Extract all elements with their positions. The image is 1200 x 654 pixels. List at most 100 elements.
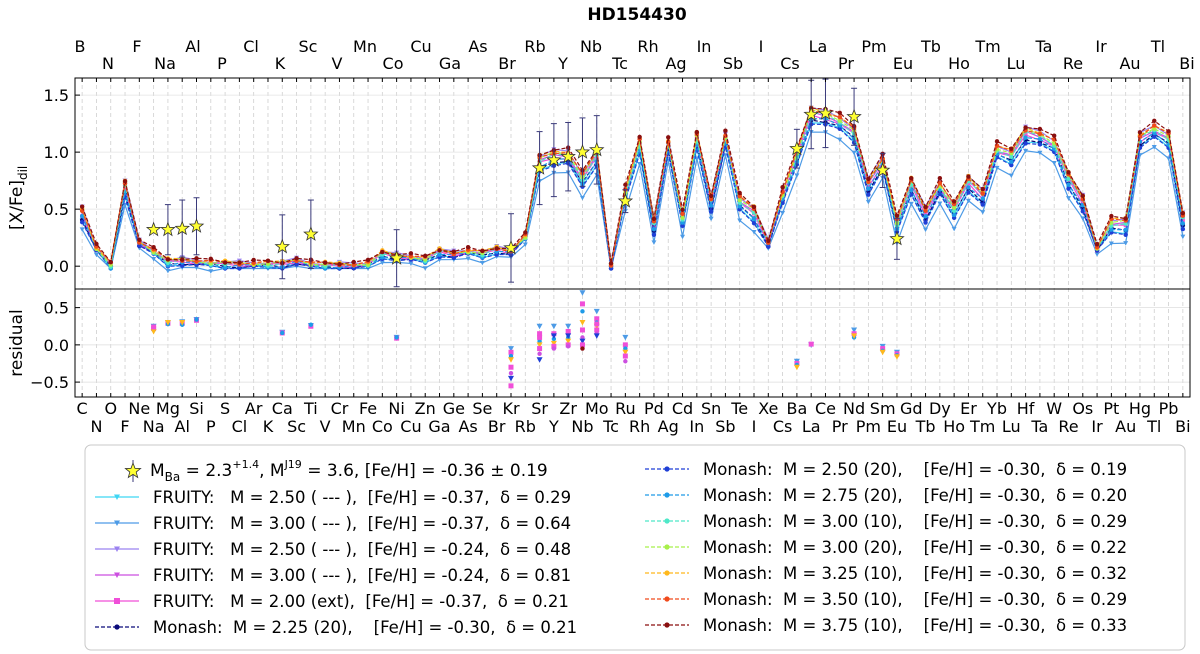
model-point xyxy=(294,262,299,267)
model-point xyxy=(894,213,900,218)
residual-point xyxy=(537,338,542,344)
model-point xyxy=(194,259,199,264)
x-label-bottom: Ni xyxy=(388,399,404,418)
model-point xyxy=(923,227,929,233)
x-label-top: Rh xyxy=(637,37,658,56)
model-point xyxy=(579,195,585,201)
residual-point xyxy=(579,342,585,348)
residual-point xyxy=(851,333,858,339)
residual-point xyxy=(394,335,399,340)
x-label-bottom: W xyxy=(1046,399,1062,418)
residual-point xyxy=(507,357,514,363)
model-point xyxy=(737,193,742,199)
model-point xyxy=(1180,221,1186,226)
x-label-top: Sc xyxy=(299,37,318,56)
x-label-bottom: Nd xyxy=(843,399,865,418)
model-point xyxy=(680,223,685,229)
model-point xyxy=(866,192,871,197)
x-label-bottom: Yb xyxy=(986,399,1007,418)
legend-label: Monash: M = 3.00 (10), [Fe/H] = -0.30, δ… xyxy=(703,512,1127,531)
observed-star xyxy=(160,221,176,237)
model-point xyxy=(651,227,657,232)
model-point xyxy=(923,220,928,225)
x-label-bottom: Nb xyxy=(571,417,593,436)
x-label-bottom: V xyxy=(320,417,331,436)
x-label-top: V xyxy=(332,54,343,73)
model-point xyxy=(1151,145,1157,150)
model-point xyxy=(1023,148,1029,154)
x-label-top: Ag xyxy=(665,54,686,73)
model-point xyxy=(780,210,786,216)
observed-star xyxy=(874,162,891,177)
x-label-bottom: Os xyxy=(1072,399,1093,418)
observed-star xyxy=(145,221,162,237)
legend-label: Monash: M = 2.50 (20), [Fe/H] = -0.30, δ… xyxy=(703,460,1127,479)
legend-label: FRUITY: M = 2.00 (ext), [Fe/H] = -0.37, … xyxy=(153,592,569,611)
residual-point xyxy=(594,327,600,333)
model-point xyxy=(108,259,113,265)
residual-point xyxy=(508,370,514,376)
model-point xyxy=(480,248,485,254)
legend-marker xyxy=(114,546,120,552)
model-point xyxy=(1123,241,1129,246)
observed-star xyxy=(124,461,142,479)
residual-point xyxy=(579,320,586,326)
x-label-bottom: Re xyxy=(1058,417,1078,436)
model-point xyxy=(1152,134,1157,139)
model-point xyxy=(737,190,742,196)
model-point xyxy=(1094,242,1100,247)
model-point xyxy=(137,237,142,243)
legend-label: Monash: M = 3.00 (20), [Fe/H] = -0.30, δ… xyxy=(703,538,1127,557)
x-label-bottom: Co xyxy=(372,417,393,436)
model-point xyxy=(208,269,214,274)
model-point xyxy=(937,175,943,181)
model-point xyxy=(1023,132,1028,137)
legend-marker xyxy=(114,624,120,630)
model-point xyxy=(951,226,957,232)
model-point xyxy=(494,252,499,257)
x-label-bottom: In xyxy=(689,417,704,436)
legend-label: FRUITY: M = 3.00 ( --- ), [Fe/H] = -0.24… xyxy=(153,566,571,585)
x-label-bottom: Gd xyxy=(900,399,923,418)
residual-point xyxy=(580,309,585,314)
y-tick-label: 1.5 xyxy=(44,86,69,105)
x-label-bottom: Ar xyxy=(245,399,263,418)
residual-point xyxy=(565,328,571,334)
residual-point xyxy=(623,346,628,351)
model-point xyxy=(122,178,128,184)
model-point xyxy=(666,135,671,140)
model-point xyxy=(951,199,957,204)
model-point xyxy=(408,251,414,256)
model-point xyxy=(651,216,657,222)
x-label-bottom: Pb xyxy=(1159,399,1179,418)
model-point xyxy=(1051,133,1057,138)
observed-star xyxy=(889,230,905,246)
model-point xyxy=(623,182,628,187)
y-tick-label: 0.0 xyxy=(44,336,69,355)
x-label-bottom: Bi xyxy=(1175,417,1190,436)
model-point xyxy=(766,244,771,249)
model-point xyxy=(1109,213,1114,219)
legend-label: FRUITY: M = 3.00 ( --- ), [Fe/H] = -0.37… xyxy=(153,514,571,533)
x-label-top: Au xyxy=(1119,54,1140,73)
model-point xyxy=(651,240,657,245)
model-point xyxy=(1037,142,1043,147)
model-point xyxy=(165,268,171,274)
residual-point xyxy=(508,353,514,359)
model-point xyxy=(380,249,385,255)
model-point xyxy=(708,193,714,199)
model-point xyxy=(680,234,686,240)
x-label-bottom: Kr xyxy=(502,399,519,418)
model-point xyxy=(1065,196,1071,201)
residual-point xyxy=(579,338,586,345)
model-point xyxy=(1123,227,1128,233)
model-point xyxy=(923,208,928,214)
model-point xyxy=(1094,252,1100,257)
x-label-bottom: Tc xyxy=(602,417,619,436)
model-point xyxy=(1152,123,1157,128)
x-label-bottom: Sm xyxy=(870,399,896,418)
legend-star-label: MBa = 2.3+1.4, MJ19 = 3.6, [Fe/H] = -0.3… xyxy=(150,458,548,484)
x-label-top: In xyxy=(697,37,712,56)
residual-point xyxy=(551,346,557,351)
x-label-top: Y xyxy=(557,54,568,73)
